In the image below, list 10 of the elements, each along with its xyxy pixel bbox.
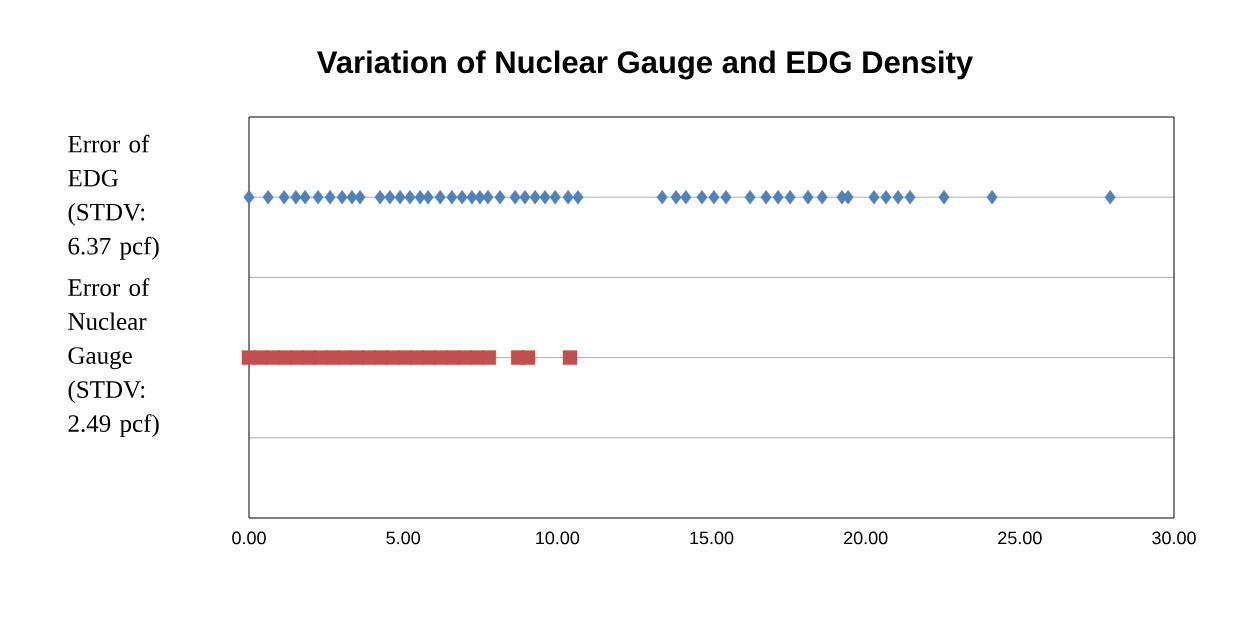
x-tick-label: 5.00	[386, 531, 420, 545]
x-tick-label: 10.00	[536, 531, 580, 545]
x-tick-label: 25.00	[998, 531, 1042, 545]
x-tick-label: 30.00	[1152, 531, 1196, 545]
x-tick-label: 15.00	[690, 531, 734, 545]
x-tick-label: 0.00	[232, 531, 266, 545]
chart-title: Variation of Nuclear Gauge and EDG Density	[317, 50, 973, 80]
y-tick-label: Error of EDG (STDV: 6.37 pcf)	[68, 134, 159, 260]
y-tick-label: Error of Nuclear Gauge (STDV: 2.49 pcf)	[68, 278, 159, 438]
x-tick-label: 20.00	[844, 531, 888, 545]
